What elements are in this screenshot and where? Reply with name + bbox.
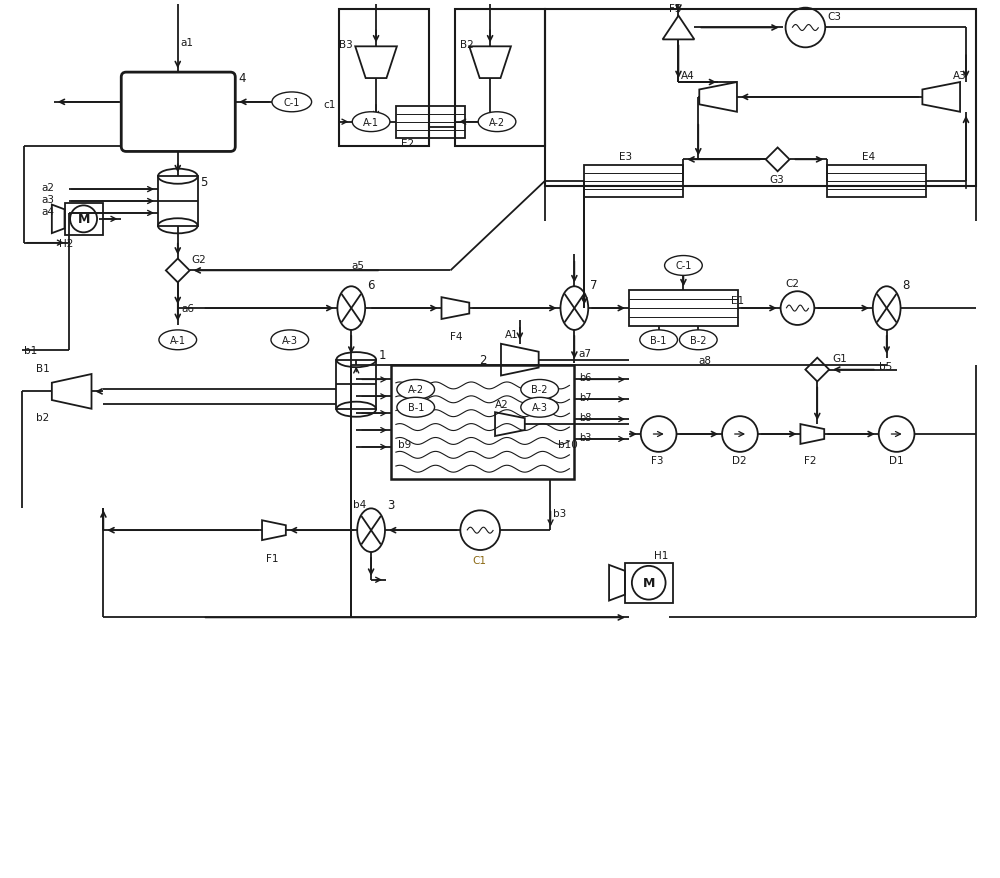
Text: A-2: A-2 [489, 118, 505, 127]
Bar [65, 204, 103, 235]
Text: E2: E2 [401, 140, 414, 149]
Text: H2: H2 [59, 238, 73, 248]
Text: G3: G3 [770, 175, 784, 185]
Text: 3: 3 [387, 499, 394, 511]
Text: b7: b7 [579, 392, 592, 403]
Text: b9: b9 [398, 439, 411, 450]
Text: B-1: B-1 [408, 403, 424, 413]
Text: M: M [77, 213, 90, 227]
Text: a6: a6 [182, 304, 195, 313]
Text: c1: c1 [324, 100, 336, 110]
Text: E1: E1 [731, 296, 744, 306]
Text: 5: 5 [201, 176, 208, 189]
Text: 4: 4 [238, 71, 246, 84]
Text: B-2: B-2 [531, 385, 548, 395]
Text: A-3: A-3 [532, 403, 548, 413]
Text: C-1: C-1 [284, 97, 300, 108]
Text: a1: a1 [181, 39, 194, 48]
Text: B2: B2 [460, 40, 474, 50]
Bar [584, 166, 683, 198]
Text: C3: C3 [827, 11, 841, 22]
Text: a2: a2 [41, 183, 54, 193]
Text: A2: A2 [495, 399, 509, 410]
Text: A4: A4 [680, 71, 694, 81]
Text: 1: 1 [379, 349, 387, 362]
Bar [545, 10, 976, 187]
Text: B3: B3 [339, 40, 353, 50]
Text: A-3: A-3 [282, 335, 298, 345]
Bar [827, 166, 926, 198]
Ellipse shape [397, 398, 435, 418]
Text: 6: 6 [367, 278, 375, 291]
Text: M: M [643, 577, 655, 589]
Text: b6: b6 [579, 373, 592, 383]
Text: A-1: A-1 [363, 118, 379, 127]
Text: 8: 8 [903, 278, 910, 291]
Text: G1: G1 [832, 353, 847, 363]
Ellipse shape [521, 380, 558, 399]
Text: F2: F2 [804, 456, 817, 465]
Bar [336, 360, 376, 410]
Bar [158, 177, 198, 227]
Text: D1: D1 [889, 456, 903, 465]
Text: b2: b2 [36, 413, 49, 422]
Bar [629, 291, 738, 327]
Text: F4: F4 [450, 332, 463, 342]
Ellipse shape [665, 256, 702, 276]
Ellipse shape [271, 330, 309, 350]
Text: 2: 2 [479, 354, 486, 367]
Text: b5: b5 [879, 361, 892, 371]
Text: b4: b4 [353, 500, 367, 510]
Text: b3: b3 [579, 433, 592, 443]
Text: E3: E3 [619, 152, 632, 162]
Text: A3: A3 [953, 71, 967, 81]
Bar [396, 107, 465, 139]
Text: G2: G2 [192, 255, 206, 264]
Text: a7: a7 [578, 349, 591, 358]
Text: b1: b1 [24, 345, 37, 356]
Ellipse shape [478, 112, 516, 133]
Ellipse shape [521, 398, 558, 418]
Text: C1: C1 [472, 555, 486, 565]
Ellipse shape [679, 330, 717, 350]
Text: a5: a5 [351, 261, 364, 271]
Text: B-2: B-2 [690, 335, 707, 345]
Bar [455, 10, 545, 148]
Text: F1: F1 [266, 553, 279, 564]
Bar [339, 10, 429, 148]
Text: F3: F3 [651, 456, 663, 465]
Text: E4: E4 [862, 152, 875, 162]
Text: D2: D2 [732, 456, 747, 465]
Text: a8: a8 [698, 356, 711, 365]
Ellipse shape [640, 330, 677, 350]
Text: a3: a3 [41, 195, 54, 205]
Text: b10: b10 [558, 439, 577, 450]
Text: F5: F5 [669, 4, 681, 14]
Text: 7: 7 [590, 278, 598, 291]
Ellipse shape [397, 380, 435, 399]
Ellipse shape [159, 330, 197, 350]
Text: B-1: B-1 [650, 335, 667, 345]
Text: A1: A1 [505, 329, 519, 340]
Text: C-1: C-1 [675, 261, 692, 271]
Text: A-2: A-2 [408, 385, 424, 395]
Text: H1: H1 [654, 551, 668, 560]
Text: A-1: A-1 [170, 335, 186, 345]
Text: b8: b8 [579, 413, 592, 422]
Text: C2: C2 [786, 279, 800, 289]
Bar [391, 365, 574, 479]
Text: B1: B1 [36, 363, 50, 373]
Text: b3: b3 [553, 508, 566, 519]
Text: a4: a4 [41, 206, 54, 217]
Bar [625, 564, 673, 603]
Ellipse shape [272, 93, 312, 112]
Ellipse shape [352, 112, 390, 133]
